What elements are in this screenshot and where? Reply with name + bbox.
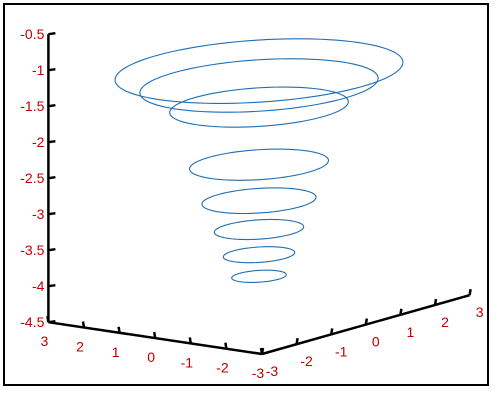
z-tick: [48, 31, 56, 36]
z-tick-label: -2: [32, 134, 45, 150]
x-tick: [81, 321, 86, 328]
y-tick-label: -2: [300, 353, 313, 369]
z-tick-label: -3.5: [20, 242, 44, 258]
helix-ring-6: [213, 218, 305, 241]
helix-ring-7: [222, 246, 296, 264]
x-tick-label: 0: [147, 349, 155, 365]
z-tick: [48, 247, 56, 252]
z-tick-label: -1: [32, 62, 45, 78]
helix-ring-1: [114, 38, 404, 104]
y-tick-label: 1: [407, 324, 415, 340]
x-tick: [188, 337, 193, 344]
y-tick: [468, 288, 472, 296]
z-tick-label: -4: [32, 278, 45, 294]
tick-labels-layer: 3 2 1 0 -1 -2 -3 -3-2-10123-0.5-1-1.5-2-2.5-3-3…: [20, 26, 483, 381]
y-tick-label: -3: [266, 363, 279, 379]
x-tick: [117, 326, 121, 334]
x-tick-label: -3: [252, 365, 265, 381]
z-tick: [48, 211, 56, 216]
z-tick-label: -3: [32, 206, 45, 222]
z-tick-label: -4.5: [20, 314, 44, 330]
z-tick: [48, 139, 56, 144]
x-tick: [224, 342, 228, 349]
z-tick: [48, 67, 56, 72]
y-tick: [433, 298, 438, 306]
z-tick-label: -1.5: [20, 98, 44, 114]
x-tick-label: 2: [76, 339, 84, 355]
y-tick: [329, 328, 334, 335]
x-tick: [152, 331, 157, 339]
y-tick: [399, 308, 403, 316]
z-tick-label: -0.5: [20, 26, 44, 42]
x-tick: [46, 315, 50, 323]
helix-rings: [114, 38, 404, 283]
x-tick-label: -1: [181, 354, 194, 370]
y-tick-label: 0: [372, 334, 380, 350]
z-tick: [48, 319, 56, 324]
helix-ring-2: [139, 58, 379, 113]
y-tick: [295, 337, 299, 345]
helix-ring-5: [201, 187, 317, 215]
helix-ring-8: [231, 269, 287, 283]
y-tick-label: -1: [335, 343, 348, 359]
helix-ring-4: [188, 148, 330, 181]
x-tick-label: 1: [112, 344, 120, 360]
y-tick: [364, 318, 369, 325]
x-tick-label: -2: [216, 360, 229, 376]
y-tick: [260, 347, 265, 355]
z-tick: [48, 283, 56, 288]
x-tick-label: 3: [41, 333, 49, 349]
z-tick: [48, 103, 56, 108]
axes-layer: [46, 31, 472, 356]
y-tick-label: 3: [476, 304, 484, 320]
helix-ring-3: [169, 86, 349, 128]
z-tick-label: -2.5: [20, 170, 44, 186]
y-tick-label: 2: [441, 314, 449, 330]
z-tick: [48, 175, 56, 180]
